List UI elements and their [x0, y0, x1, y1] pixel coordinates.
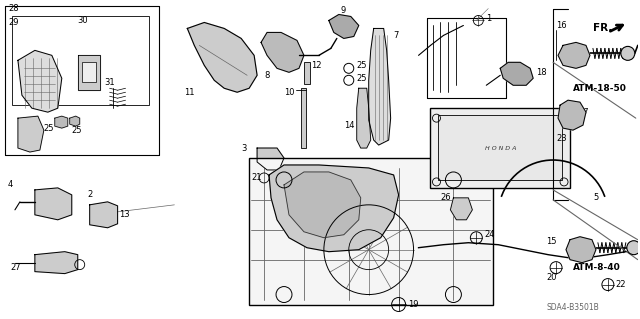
Text: 23: 23	[556, 134, 566, 143]
Text: ATM-18-50: ATM-18-50	[573, 84, 627, 93]
Text: 26: 26	[440, 193, 451, 202]
Polygon shape	[558, 100, 586, 130]
Text: 25: 25	[356, 74, 367, 83]
Text: 13: 13	[120, 210, 130, 219]
Polygon shape	[558, 42, 590, 68]
Text: H O N D A: H O N D A	[484, 145, 516, 151]
Text: 16: 16	[556, 21, 566, 30]
Text: 2: 2	[88, 190, 93, 199]
Text: SDA4-B3501B: SDA4-B3501B	[546, 303, 599, 312]
Polygon shape	[18, 116, 44, 152]
Polygon shape	[500, 62, 533, 85]
Bar	[301, 88, 306, 148]
Bar	[304, 62, 310, 84]
Polygon shape	[18, 50, 62, 112]
Polygon shape	[284, 172, 361, 238]
Polygon shape	[566, 237, 596, 263]
Text: 31: 31	[104, 78, 115, 87]
Polygon shape	[55, 116, 68, 128]
Text: FR.: FR.	[593, 24, 612, 33]
Text: 25: 25	[44, 123, 54, 133]
Text: 29: 29	[8, 18, 19, 27]
Text: 1: 1	[486, 14, 492, 23]
Text: 11: 11	[184, 88, 195, 97]
Polygon shape	[35, 188, 72, 220]
Polygon shape	[188, 22, 257, 92]
Bar	[438, 115, 562, 180]
Text: 27: 27	[10, 263, 20, 272]
Polygon shape	[257, 148, 284, 170]
Text: 8: 8	[264, 71, 269, 80]
Text: 25: 25	[356, 61, 367, 70]
Text: 25: 25	[72, 126, 83, 135]
Text: 18: 18	[536, 68, 547, 77]
Text: 3: 3	[241, 144, 246, 152]
Polygon shape	[329, 14, 359, 38]
Text: 10: 10	[284, 88, 294, 97]
Text: 9: 9	[341, 6, 346, 15]
Bar	[249, 158, 493, 306]
Circle shape	[627, 241, 640, 255]
Text: 12: 12	[311, 61, 321, 70]
Polygon shape	[356, 88, 371, 148]
Polygon shape	[261, 33, 304, 72]
Text: 30: 30	[77, 16, 88, 25]
Text: 5: 5	[593, 193, 598, 202]
Polygon shape	[451, 198, 472, 220]
Text: 22: 22	[616, 280, 627, 289]
Polygon shape	[35, 252, 77, 274]
Text: ATM-8-40: ATM-8-40	[573, 263, 621, 272]
Polygon shape	[70, 116, 80, 126]
Text: 20: 20	[546, 273, 557, 282]
Text: 28: 28	[8, 4, 19, 13]
Text: 4: 4	[8, 181, 13, 189]
Bar	[82, 62, 95, 82]
Text: 21: 21	[251, 174, 262, 182]
Polygon shape	[369, 28, 390, 145]
Bar	[431, 108, 570, 188]
Text: 15: 15	[546, 237, 557, 246]
Text: 19: 19	[408, 300, 419, 309]
Bar	[12, 16, 150, 105]
Text: 24: 24	[484, 230, 495, 239]
Circle shape	[621, 46, 635, 60]
Text: 17: 17	[578, 108, 589, 117]
Text: 7: 7	[394, 31, 399, 40]
Polygon shape	[90, 202, 118, 228]
Polygon shape	[269, 165, 399, 252]
Polygon shape	[77, 56, 100, 90]
Text: 14: 14	[344, 121, 355, 130]
